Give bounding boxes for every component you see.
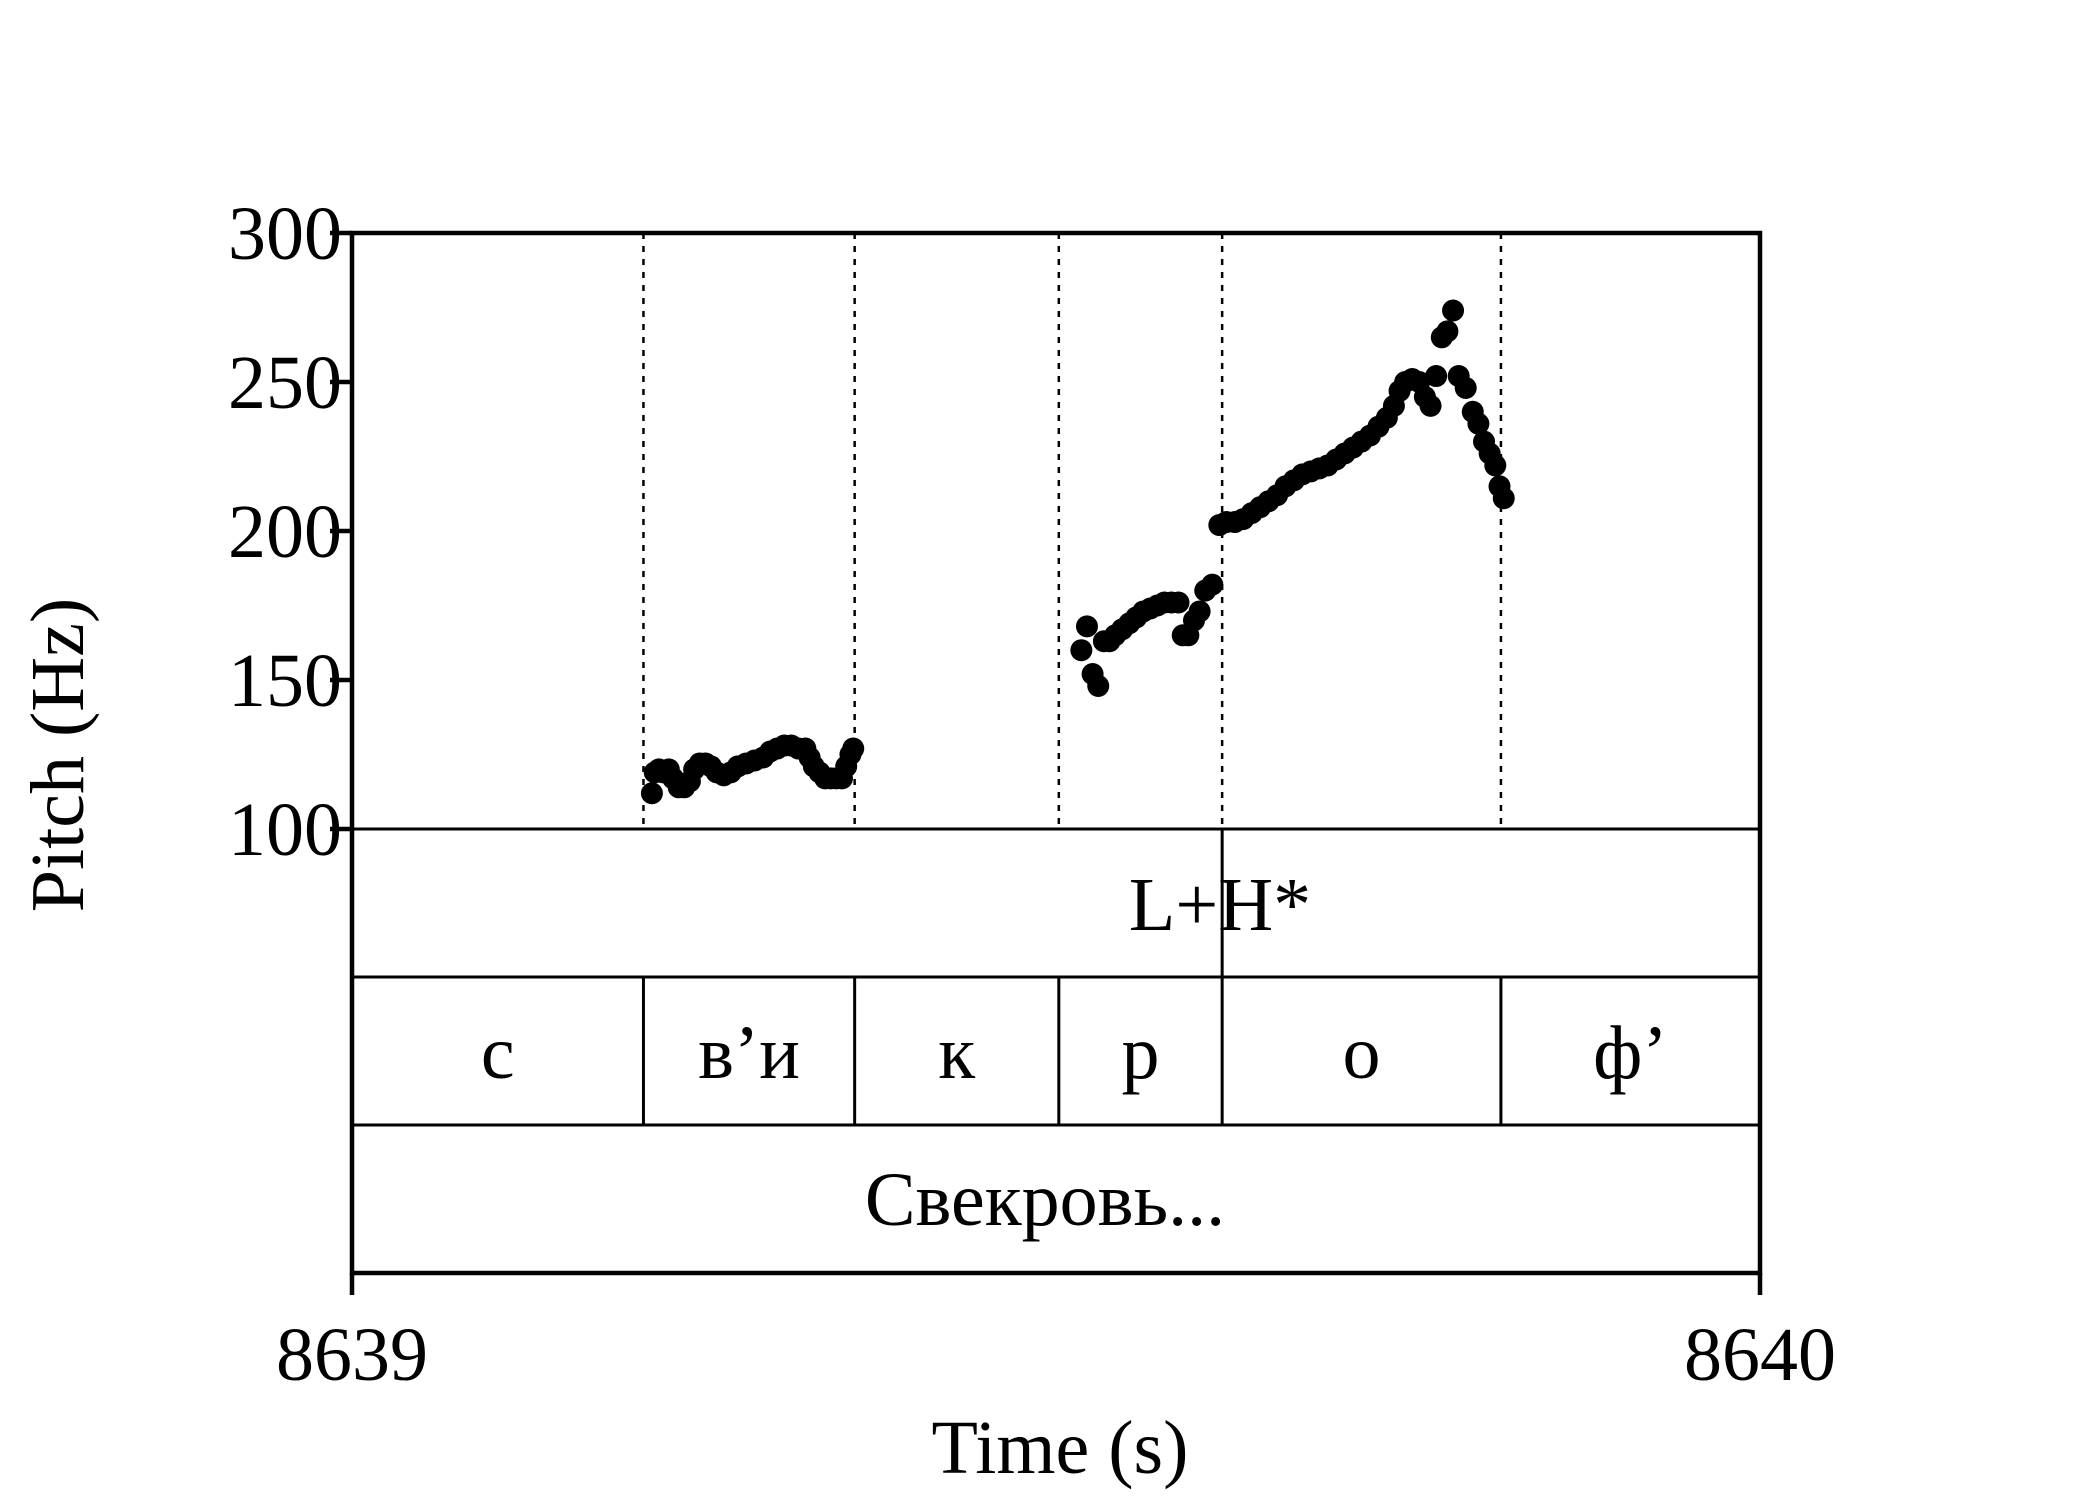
pitch-point: [1201, 573, 1224, 596]
tone-label: L+H*: [1129, 863, 1311, 947]
pitch-point: [1442, 299, 1465, 322]
pitch-point: [640, 782, 663, 805]
segment-label: р: [1121, 1011, 1159, 1095]
pitch-point: [1467, 412, 1490, 435]
pitch-point: [1454, 376, 1477, 399]
pitch-point: [1436, 320, 1459, 343]
pitch-point: [1070, 639, 1093, 662]
x-axis-ticks: 8639 8640: [276, 1273, 1836, 1397]
x-axis-title: Time (s): [932, 1406, 1189, 1490]
y-axis-title: Pitch (Hz): [16, 598, 100, 912]
x-tick-label: 8640: [1684, 1313, 1836, 1397]
segment-label: к: [938, 1011, 975, 1095]
pitch-point: [1484, 454, 1507, 477]
pitch-point: [1419, 394, 1442, 417]
y-tick-label: 300: [228, 192, 342, 276]
frame-border: [349, 230, 1763, 1276]
pitch-point: [1188, 600, 1211, 623]
pitch-point: [1087, 674, 1110, 697]
y-tick-label: 100: [228, 788, 342, 872]
x-tick-label: 8639: [276, 1313, 428, 1397]
y-axis-ticks: 100 150 200 250 300: [228, 192, 352, 872]
y-tick-label: 150: [228, 639, 342, 723]
phrase-label: Свекровь...: [865, 1158, 1225, 1242]
tier-labels: L+H* с в’и к р о ф’ Свекровь...: [481, 863, 1668, 1242]
pitch-point: [1075, 615, 1098, 638]
segment-label: с: [481, 1011, 515, 1095]
segment-label: в’и: [698, 1011, 800, 1095]
segment-boundaries: [642, 233, 1503, 829]
pitch-points: [640, 299, 1515, 805]
pitch-point: [1492, 487, 1515, 510]
segment-label: ф’: [1593, 1011, 1668, 1095]
y-tick-label: 250: [228, 341, 342, 425]
plot-frame: [349, 230, 1763, 1276]
y-tick-label: 200: [228, 490, 342, 574]
pitch-point: [1425, 365, 1448, 388]
pitch-point: [842, 737, 865, 760]
pitch-point: [1167, 591, 1190, 614]
segment-label: о: [1343, 1011, 1381, 1095]
tier-grid: [352, 827, 1760, 1127]
